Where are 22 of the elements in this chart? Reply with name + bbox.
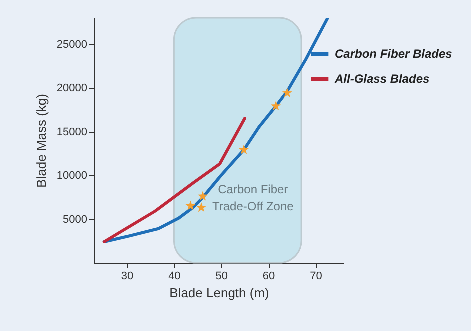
point bbox=[271, 101, 282, 111]
point bbox=[196, 202, 207, 212]
point bbox=[198, 191, 208, 201]
line-series bbox=[102, 18, 330, 244]
legend-label: Carbon Fiber Blades bbox=[335, 47, 453, 61]
y-tick-label: 20000 bbox=[56, 82, 88, 94]
band-label: Carbon Fiber Trade-Off Zone bbox=[212, 182, 294, 214]
x-tick-label: 70 bbox=[310, 270, 322, 282]
point bbox=[282, 88, 292, 98]
x-tick-label: 30 bbox=[121, 270, 134, 282]
y-axis-title: Blade Mass (kg) bbox=[34, 94, 49, 188]
x-axis-title: Blade Length (m) bbox=[170, 286, 270, 300]
x-tick-label: 50 bbox=[216, 270, 228, 282]
y-tick-label: 25000 bbox=[56, 38, 88, 51]
point bbox=[186, 200, 196, 210]
y-tick-label: 10000 bbox=[56, 170, 88, 182]
legend-label: All-Glass Blades bbox=[334, 72, 430, 86]
y-tick-label: 15000 bbox=[56, 126, 88, 138]
x-tick-label: 60 bbox=[262, 270, 276, 282]
x-tick-label: 40 bbox=[168, 270, 181, 282]
point bbox=[239, 144, 249, 154]
y-tick-label: 5000 bbox=[63, 214, 88, 226]
